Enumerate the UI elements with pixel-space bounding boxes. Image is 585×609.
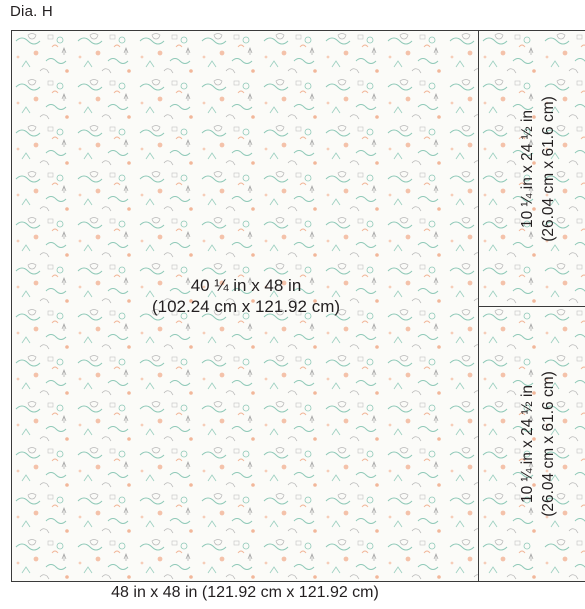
side-piece-bottom-label: 10 ¼ in x 24 ½ in (26.04 cm x 61.6 cm) — [517, 334, 561, 554]
side-fabric-piece-bottom: 10 ¼ in x 24 ½ in (26.04 cm x 61.6 cm) — [478, 306, 585, 582]
fabric-print-pattern — [479, 31, 585, 306]
side-piece-bottom-size-metric: (26.04 cm x 61.6 cm) — [539, 371, 557, 517]
overall-size-caption: 48 in x 48 in (121.92 cm x 121.92 cm) — [111, 584, 379, 601]
side-piece-top-size-imperial: 10 ¼ in x 24 ½ in — [518, 109, 536, 228]
main-piece-size-metric: (102.24 cm x 121.92 cm) — [151, 297, 341, 316]
side-fabric-piece-top: 10 ¼ in x 24 ½ in (26.04 cm x 61.6 cm) — [478, 30, 585, 307]
fabric-print-pattern — [479, 307, 585, 581]
side-piece-top-size-metric: (26.04 cm x 61.6 cm) — [539, 95, 557, 242]
fabric-cutting-diagram: 40 ¼ in x 48 in (102.24 cm x 121.92 cm) … — [11, 30, 585, 582]
fabric-print-pattern — [12, 31, 478, 581]
main-piece-label: 40 ¼ in x 48 in (102.24 cm x 121.92 cm) — [12, 275, 478, 317]
side-piece-top-label: 10 ¼ in x 24 ½ in (26.04 cm x 61.6 cm) — [517, 59, 561, 279]
diagram-title: Dia. H — [10, 3, 53, 20]
main-piece-size-imperial: 40 ¼ in x 48 in — [190, 276, 302, 295]
main-fabric-piece: 40 ¼ in x 48 in (102.24 cm x 121.92 cm) — [11, 30, 479, 582]
side-piece-bottom-size-imperial: 10 ¼ in x 24 ½ in — [518, 384, 536, 504]
